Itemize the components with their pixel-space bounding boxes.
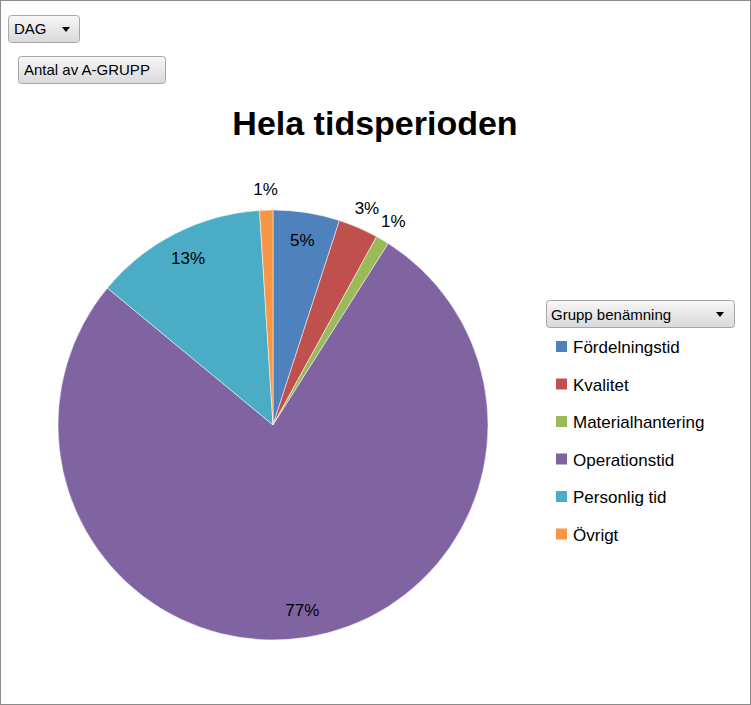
legend-title-button[interactable]: Grupp benämning [547, 301, 735, 328]
chart-frame [1, 1, 751, 705]
legend-label: Operationstid [573, 451, 674, 470]
field-button[interactable]: DAG [9, 16, 80, 43]
data-label: 3% [355, 199, 380, 218]
legend-item: Personlig tid [556, 488, 667, 507]
legend-swatch [556, 491, 567, 502]
legend-title-box[interactable] [547, 301, 735, 328]
chart-title: Hela tidsperioden [232, 104, 517, 142]
field-button-label[interactable]: Antal av A-GRUPP [24, 61, 150, 78]
dropdown-arrow [716, 312, 724, 317]
data-label: 13% [171, 249, 205, 268]
legend-item: Kvalitet [556, 376, 629, 395]
data-label: 1% [381, 212, 406, 231]
field-button-box[interactable] [19, 57, 166, 84]
field-button-box[interactable] [9, 16, 80, 43]
data-label: 77% [285, 601, 319, 620]
field-button-label[interactable]: DAG [14, 20, 47, 37]
legend-swatch [556, 454, 567, 465]
legend-item: Fördelningstid [556, 338, 680, 357]
data-labels: 5%3%1%77%13%1% [171, 180, 406, 620]
legend-swatch [556, 529, 567, 540]
legend-item: Övrigt [556, 526, 619, 545]
pie-slice [107, 210, 273, 425]
legend-item: Operationstid [556, 451, 674, 470]
legend-label: Materialhantering [573, 413, 704, 432]
legend-label: Övrigt [573, 526, 619, 545]
data-label: 1% [253, 180, 278, 199]
legend-swatch [556, 416, 567, 427]
legend-title[interactable]: Grupp benämning [551, 306, 671, 323]
legend-swatch [556, 341, 567, 352]
pie-slice [260, 210, 274, 425]
legend-swatch [556, 379, 567, 390]
legend: Grupp benämning Fördelningstid Kvalitet Mat… [547, 301, 735, 545]
data-label: 5% [290, 231, 315, 250]
legend-label: Fördelningstid [573, 338, 680, 357]
dropdown-arrow [62, 27, 70, 32]
legend-item: Materialhantering [556, 413, 704, 432]
legend-label: Kvalitet [573, 376, 629, 395]
pie-slices [58, 210, 488, 640]
chart-root: DAG Antal av A-GRUPP Hela tidsperioden 5% 3%… [0, 0, 751, 705]
legend-label: Personlig tid [573, 488, 667, 507]
field-button[interactable]: Antal av A-GRUPP [19, 57, 166, 84]
